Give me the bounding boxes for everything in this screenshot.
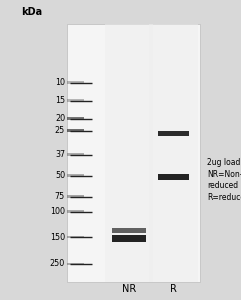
Bar [67, 129, 84, 132]
Text: 150: 150 [50, 232, 65, 242]
Text: 37: 37 [55, 150, 65, 159]
Bar [149, 24, 198, 282]
Bar [112, 228, 146, 233]
Text: 20: 20 [55, 114, 65, 123]
Bar [67, 117, 84, 120]
Bar [105, 24, 153, 282]
Bar [67, 99, 84, 102]
Text: 15: 15 [55, 96, 65, 105]
Bar [67, 24, 200, 282]
Bar [67, 174, 84, 177]
Bar [158, 174, 189, 180]
Text: 100: 100 [50, 207, 65, 216]
Bar [158, 131, 189, 136]
Bar [67, 236, 84, 238]
Text: 250: 250 [50, 260, 65, 268]
Bar [67, 263, 84, 265]
Text: 50: 50 [55, 171, 65, 180]
Text: NR: NR [122, 284, 136, 295]
Bar [67, 195, 84, 198]
Text: 10: 10 [55, 78, 65, 87]
Bar [67, 153, 84, 156]
Bar [67, 210, 84, 213]
Text: R: R [170, 284, 177, 295]
Text: 2ug loading
NR=Non-
reduced
R=reduced: 2ug loading NR=Non- reduced R=reduced [207, 158, 241, 202]
Bar [67, 81, 84, 84]
Bar [112, 235, 146, 242]
Text: 25: 25 [55, 126, 65, 135]
Text: 75: 75 [55, 192, 65, 201]
Text: kDa: kDa [21, 7, 42, 17]
